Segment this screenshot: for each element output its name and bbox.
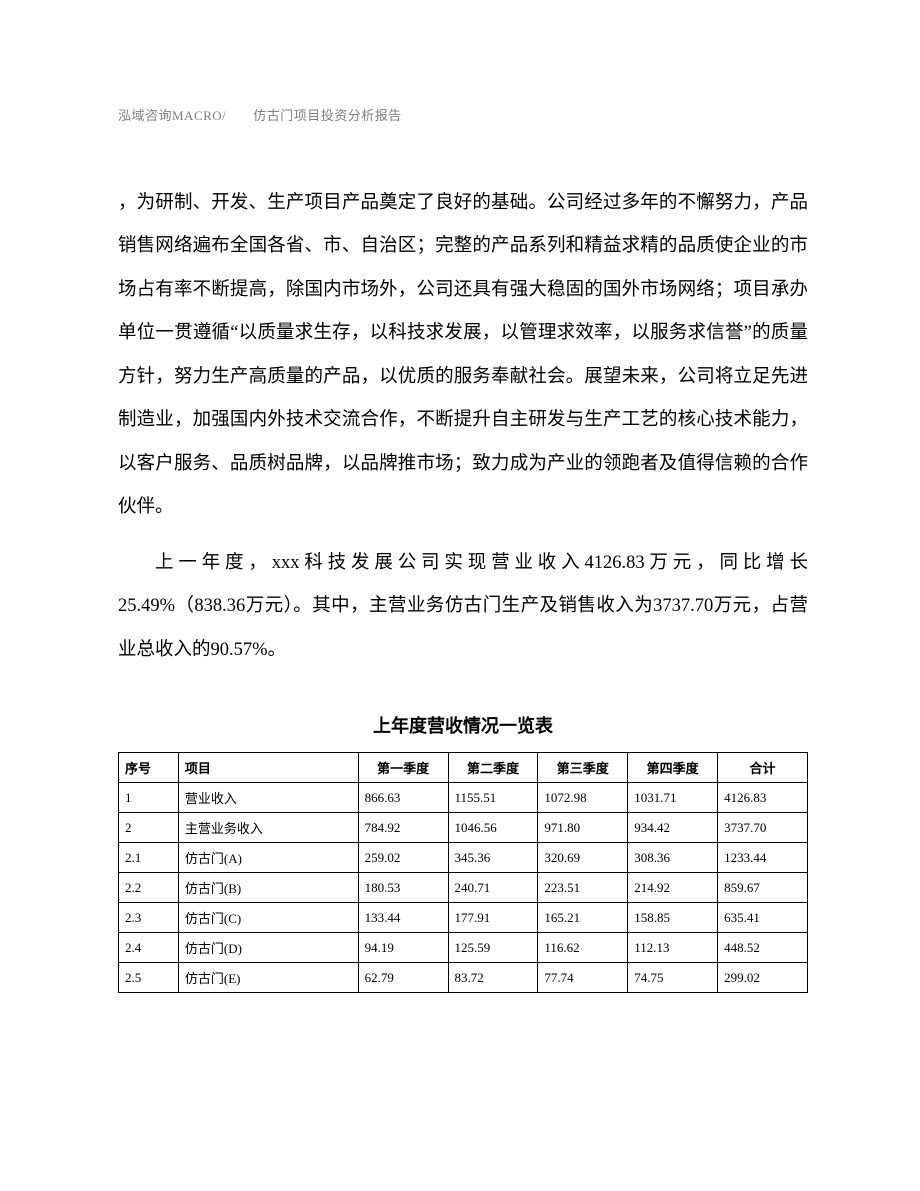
cell-q2: 125.59 <box>448 933 538 963</box>
cell-q1: 62.79 <box>358 963 448 993</box>
table-row: 2 主营业务收入 784.92 1046.56 971.80 934.42 37… <box>119 813 808 843</box>
cell-q4: 214.92 <box>628 873 718 903</box>
cell-q4: 308.36 <box>628 843 718 873</box>
cell-total: 448.52 <box>718 933 808 963</box>
col-header-total: 合计 <box>718 753 808 783</box>
cell-total: 859.67 <box>718 873 808 903</box>
cell-q2: 177.91 <box>448 903 538 933</box>
cell-item: 仿古门(C) <box>178 903 358 933</box>
cell-seq: 2.4 <box>119 933 179 963</box>
table-row: 1 营业收入 866.63 1155.51 1072.98 1031.71 41… <box>119 783 808 813</box>
cell-q2: 240.71 <box>448 873 538 903</box>
cell-q2: 345.36 <box>448 843 538 873</box>
cell-q3: 1072.98 <box>538 783 628 813</box>
col-header-q2: 第二季度 <box>448 753 538 783</box>
cell-q3: 971.80 <box>538 813 628 843</box>
table-row: 2.1 仿古门(A) 259.02 345.36 320.69 308.36 1… <box>119 843 808 873</box>
cell-q4: 934.42 <box>628 813 718 843</box>
cell-total: 635.41 <box>718 903 808 933</box>
cell-q3: 77.74 <box>538 963 628 993</box>
col-header-item: 项目 <box>178 753 358 783</box>
cell-q3: 165.21 <box>538 903 628 933</box>
cell-item: 仿古门(E) <box>178 963 358 993</box>
cell-q1: 133.44 <box>358 903 448 933</box>
cell-total: 3737.70 <box>718 813 808 843</box>
cell-total: 4126.83 <box>718 783 808 813</box>
col-header-q3: 第三季度 <box>538 753 628 783</box>
cell-seq: 2.2 <box>119 873 179 903</box>
cell-item: 主营业务收入 <box>178 813 358 843</box>
paragraph-1: ，为研制、开发、生产项目产品奠定了良好的基础。公司经过多年的不懈努力，产品销售网… <box>118 182 808 530</box>
cell-q1: 259.02 <box>358 843 448 873</box>
cell-q2: 1046.56 <box>448 813 538 843</box>
revenue-table: 序号 项目 第一季度 第二季度 第三季度 第四季度 合计 1 营业收入 866.… <box>118 752 808 993</box>
col-header-q1: 第一季度 <box>358 753 448 783</box>
cell-q1: 866.63 <box>358 783 448 813</box>
cell-q1: 180.53 <box>358 873 448 903</box>
table-body: 1 营业收入 866.63 1155.51 1072.98 1031.71 41… <box>119 783 808 993</box>
cell-item: 仿古门(A) <box>178 843 358 873</box>
table-row: 2.5 仿古门(E) 62.79 83.72 77.74 74.75 299.0… <box>119 963 808 993</box>
document-page: 泓域咨询MACRO/ 仿古门项目投资分析报告 ，为研制、开发、生产项目产品奠定了… <box>0 0 920 1098</box>
col-header-q4: 第四季度 <box>628 753 718 783</box>
cell-q3: 223.51 <box>538 873 628 903</box>
cell-q3: 320.69 <box>538 843 628 873</box>
cell-item: 营业收入 <box>178 783 358 813</box>
cell-seq: 2.1 <box>119 843 179 873</box>
cell-q3: 116.62 <box>538 933 628 963</box>
cell-q4: 74.75 <box>628 963 718 993</box>
cell-q1: 784.92 <box>358 813 448 843</box>
table-row: 2.3 仿古门(C) 133.44 177.91 165.21 158.85 6… <box>119 903 808 933</box>
cell-total: 299.02 <box>718 963 808 993</box>
cell-seq: 2 <box>119 813 179 843</box>
paragraph-2: 上一年度，xxx科技发展公司实现营业收入4126.83万元，同比增长25.49%… <box>118 542 808 672</box>
cell-total: 1233.44 <box>718 843 808 873</box>
cell-item: 仿古门(B) <box>178 873 358 903</box>
cell-q1: 94.19 <box>358 933 448 963</box>
table-row: 2.4 仿古门(D) 94.19 125.59 116.62 112.13 44… <box>119 933 808 963</box>
cell-q2: 1155.51 <box>448 783 538 813</box>
cell-q4: 158.85 <box>628 903 718 933</box>
cell-q2: 83.72 <box>448 963 538 993</box>
table-title: 上年度营收情况一览表 <box>118 712 808 738</box>
table-row: 2.2 仿古门(B) 180.53 240.71 223.51 214.92 8… <box>119 873 808 903</box>
cell-seq: 2.5 <box>119 963 179 993</box>
cell-seq: 1 <box>119 783 179 813</box>
table-header-row: 序号 项目 第一季度 第二季度 第三季度 第四季度 合计 <box>119 753 808 783</box>
col-header-seq: 序号 <box>119 753 179 783</box>
cell-q4: 1031.71 <box>628 783 718 813</box>
cell-seq: 2.3 <box>119 903 179 933</box>
cell-q4: 112.13 <box>628 933 718 963</box>
cell-item: 仿古门(D) <box>178 933 358 963</box>
page-header: 泓域咨询MACRO/ 仿古门项目投资分析报告 <box>118 105 808 124</box>
